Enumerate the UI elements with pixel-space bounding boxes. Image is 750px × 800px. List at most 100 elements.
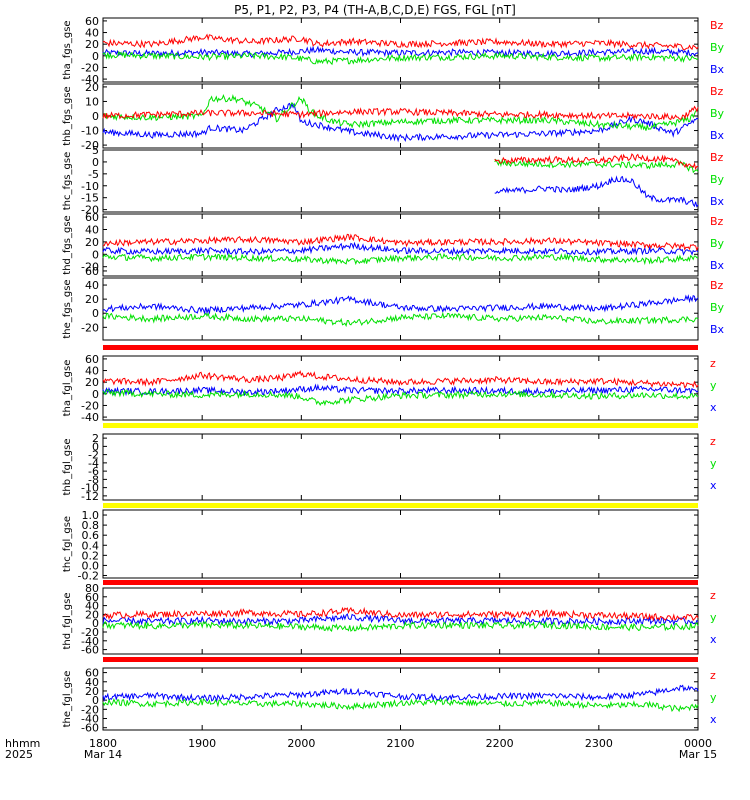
legend-label: x [710, 479, 717, 492]
y-tick-label: 20 [85, 236, 99, 249]
series-line-by [102, 252, 699, 266]
y-tick-label: -20 [81, 321, 99, 334]
series-line-bx [102, 294, 699, 316]
legend-label: Bx [710, 195, 725, 208]
y-axis-label: thb_fgs_gse [62, 86, 73, 145]
y-tick-label: 0.0 [82, 559, 100, 572]
y-tick-label: -6 [88, 465, 99, 478]
y-tick-label: 20 [85, 685, 99, 698]
thd-status-bar [103, 580, 698, 585]
x-tick-label: 2200 [486, 737, 514, 750]
y-tick-label: 20 [85, 608, 99, 621]
legend-label: x [710, 401, 717, 414]
y-tick-label: -20 [81, 261, 99, 274]
thc-status-bar [103, 503, 698, 508]
legend-label: By [710, 41, 725, 54]
legend-label: Bx [710, 63, 725, 76]
y-tick-label: 40 [85, 279, 99, 292]
y-tick-label: 40 [85, 676, 99, 689]
legend-label: Bz [710, 215, 724, 228]
x-tick-label: 1900 [188, 737, 216, 750]
series-line-y [102, 620, 699, 632]
y-tick-label: 60 [85, 353, 99, 366]
chart-title: P5, P1, P2, P3, P4 (TH-A,B,C,D,E) FGS, F… [234, 3, 516, 17]
y-tick-label: 60 [85, 15, 99, 28]
x-tick-label: 2100 [387, 737, 415, 750]
y-tick-label: -60 [81, 644, 99, 657]
legend-label: By [710, 301, 725, 314]
y-axis-label: the_fgs_gse [62, 279, 73, 338]
legend-label: Bz [710, 85, 724, 98]
series-line-bx [494, 175, 699, 208]
y-tick-label: -12 [81, 490, 99, 503]
series-line-z [102, 370, 699, 389]
x-date-label: Mar 15 [679, 748, 717, 761]
series-line-by [494, 158, 699, 174]
x-tick-label: 2300 [585, 737, 613, 750]
y-tick-label: -10 [81, 482, 99, 495]
legend-label: z [710, 357, 716, 370]
series-line-y [102, 697, 699, 713]
y-tick-label: -20 [81, 703, 99, 716]
y-tick-label: -10 [81, 180, 99, 193]
y-tick-label: 0 [92, 694, 99, 707]
y-tick-label: -40 [81, 713, 99, 726]
y-axis-label: thc_fgs_gse [62, 152, 73, 211]
y-tick-label: -20 [81, 204, 99, 217]
y-axis-label: thc_fgl_gse [62, 516, 73, 572]
y-tick-label: 2 [92, 432, 99, 445]
legend-label: y [710, 611, 717, 624]
y-tick-label: -5 [88, 168, 99, 181]
y-tick-label: 40 [85, 365, 99, 378]
series-line-bz [102, 233, 699, 252]
y-axis-label: the_fgl_gse [62, 671, 73, 728]
y-tick-label: -40 [81, 411, 99, 424]
y-tick-label: 0.4 [82, 539, 100, 552]
x-tick-label: 1800 [89, 737, 117, 750]
y-tick-label: 0 [92, 156, 99, 169]
y-tick-label: -4 [88, 457, 99, 470]
legend-label: y [710, 379, 717, 392]
y-tick-label: -2 [88, 449, 99, 462]
y-axis-label: tha_fgl_gse [62, 360, 73, 417]
y-tick-label: 80 [85, 582, 99, 595]
y-tick-label: 0 [92, 440, 99, 453]
series-line-x [102, 383, 699, 397]
legend-label: Bx [710, 323, 725, 336]
panel-frame [102, 277, 699, 341]
y-axis-label: thb_fgl_gse [62, 439, 73, 496]
y-tick-label: 60 [85, 591, 99, 604]
legend-label: Bz [710, 151, 724, 164]
panel-frame [102, 433, 699, 501]
series-line-y [102, 388, 699, 407]
legend-label: z [710, 589, 716, 602]
panel-frame [102, 83, 699, 149]
y-tick-label: 60 [85, 265, 99, 278]
y-tick-label: -20 [81, 399, 99, 412]
series-line-bz [102, 33, 699, 51]
series-line-by [102, 311, 699, 328]
legend-label: Bz [710, 19, 724, 32]
y-tick-label: 40 [85, 27, 99, 40]
series-line-bx [102, 102, 699, 143]
y-tick-label: 0 [92, 307, 99, 320]
y-tick-label: 20 [85, 293, 99, 306]
y-tick-label: 0.6 [82, 529, 100, 542]
series-line-bz [102, 105, 699, 121]
legend-label: y [710, 457, 717, 470]
y-tick-label: 20 [85, 81, 99, 94]
y-tick-label: 40 [85, 600, 99, 613]
legend-label: z [710, 669, 716, 682]
y-tick-label: -8 [88, 473, 99, 486]
legend-label: Bx [710, 129, 725, 142]
legend-label: z [710, 435, 716, 448]
y-tick-label: -40 [81, 73, 99, 86]
y-tick-label: 0 [92, 248, 99, 261]
legend-label: By [710, 173, 725, 186]
x-tick-label: 2000 [287, 737, 315, 750]
tha-status-bar [103, 345, 698, 350]
y-tick-label: 20 [85, 38, 99, 51]
y-tick-label: 1.0 [82, 509, 100, 522]
y-tick-label: 0 [92, 50, 99, 63]
